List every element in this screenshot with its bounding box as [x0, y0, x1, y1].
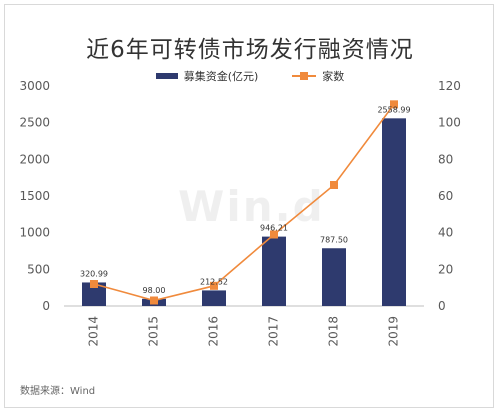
- y-left-tick-label: 0: [42, 299, 50, 313]
- line-marker-2016: [210, 281, 218, 290]
- legend-label-count: 家数: [322, 70, 345, 83]
- legend-label-funds: 募集资金(亿元): [183, 70, 259, 83]
- y-right-tick-label: 80: [438, 152, 453, 166]
- bar-2016: [202, 290, 226, 306]
- bar-data-label: 212.52: [200, 277, 228, 286]
- y-right-tick-label: 0: [438, 299, 446, 313]
- bar-data-label: 320.99: [80, 269, 108, 278]
- y-left-tick-label: 500: [27, 262, 50, 276]
- y-right-tick-label: 40: [438, 226, 453, 240]
- y-right-tick-label: 120: [438, 79, 461, 93]
- chart-legend: 募集资金(亿元) 家数: [0, 68, 500, 84]
- y-left-tick-label: 2000: [19, 152, 50, 166]
- y-right-tick-label: 20: [438, 262, 453, 276]
- y-left-tick-label: 1000: [19, 226, 50, 240]
- legend-swatch-count: [292, 72, 317, 80]
- line-marker-2019: [390, 100, 398, 109]
- x-tick-label: 2014: [87, 316, 101, 347]
- bar-data-label: 787.50: [320, 235, 348, 244]
- bar-2019: [382, 118, 406, 307]
- y-left-tick-label: 3000: [19, 79, 50, 93]
- line-marker-2015: [150, 296, 158, 305]
- bar-data-label: 98.00: [143, 286, 166, 295]
- bar-data-label: 2558.99: [377, 105, 410, 114]
- legend-item-funds: 募集资金(亿元): [155, 68, 259, 84]
- y-right-tick-label: 100: [438, 116, 461, 130]
- line-marker-2014: [90, 280, 98, 288]
- legend-item-count: 家数: [292, 68, 344, 84]
- y-right-tick-label: 60: [438, 189, 453, 203]
- x-tick-label: 2018: [327, 316, 341, 347]
- x-tick-label: 2015: [147, 316, 161, 347]
- line-marker-2018: [330, 181, 338, 189]
- bar-2014: [82, 282, 106, 306]
- bar-data-label: 946.21: [260, 224, 288, 233]
- legend-swatch-funds: [155, 73, 178, 79]
- line-series-count: [93, 103, 395, 302]
- y-left-tick-label: 2500: [19, 116, 50, 130]
- bar-2017: [262, 236, 286, 306]
- source-note: 数据来源：Wind: [20, 386, 96, 397]
- x-tick-label: 2016: [207, 316, 221, 347]
- line-marker-2017: [270, 230, 278, 239]
- bar-2018: [322, 248, 346, 306]
- watermark-logo: Win.d: [178, 182, 325, 231]
- y-left-tick-label: 1500: [19, 189, 50, 203]
- x-tick-label: 2019: [387, 316, 401, 347]
- x-tick-label: 2017: [267, 316, 281, 347]
- chart-frame: [4, 4, 494, 408]
- chart-title: 近6年可转债市场发行融资情况: [86, 37, 414, 63]
